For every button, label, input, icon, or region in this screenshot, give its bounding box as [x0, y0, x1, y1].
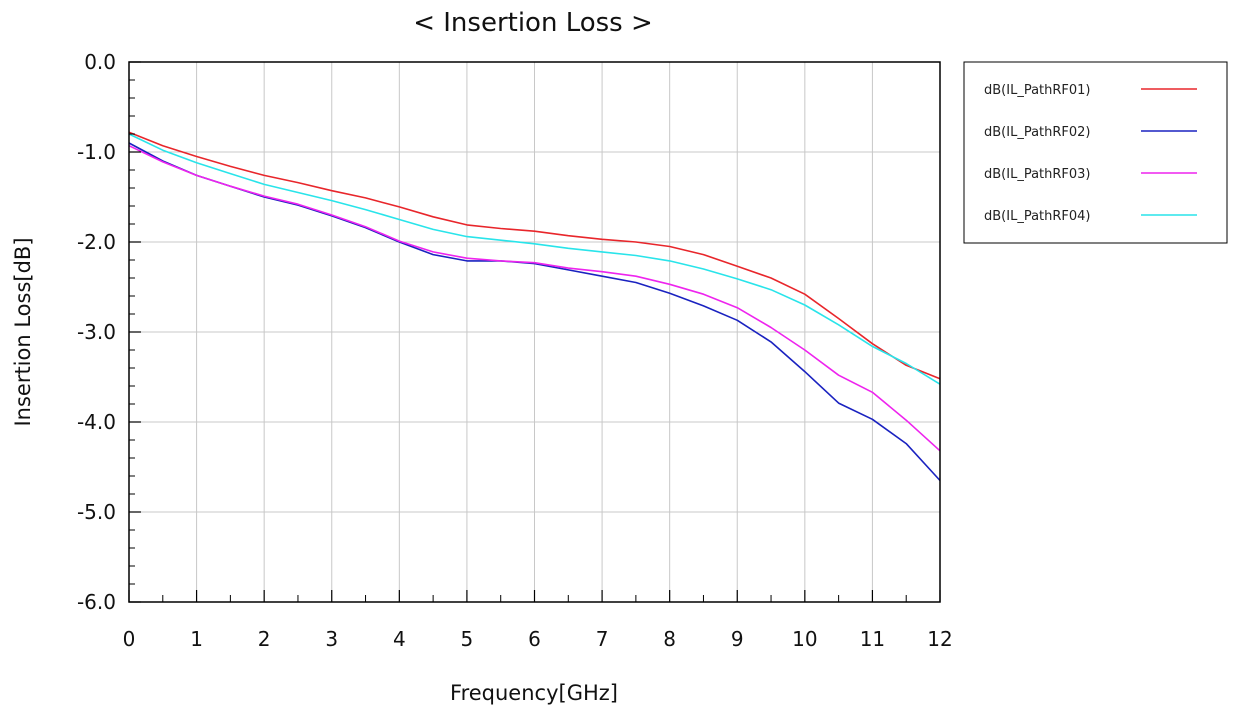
x-axis-label: Frequency[GHz]	[450, 681, 618, 705]
y-tick-label: -2.0	[77, 230, 116, 254]
y-tick-label: -5.0	[77, 500, 116, 524]
legend-box	[963, 61, 1228, 244]
y-tick-label: -4.0	[77, 410, 116, 434]
x-tick-label: 12	[927, 627, 952, 651]
x-tick-label: 10	[792, 627, 817, 651]
legend-label: dB(IL_PathRF01)	[984, 83, 1091, 98]
series-line-3	[128, 144, 941, 452]
y-tick-label: 0.0	[84, 50, 116, 74]
x-tick-label: 3	[325, 627, 338, 651]
legend: dB(IL_PathRF01) dB(IL_PathRF02) dB(IL_Path…	[963, 61, 1228, 244]
plot-lines	[128, 131, 941, 482]
legend-label: dB(IL_PathRF04)	[984, 209, 1091, 224]
series-line-4	[128, 133, 941, 385]
y-tick-label: -6.0	[77, 590, 116, 614]
x-tick-label: 6	[528, 627, 541, 651]
y-axis-label: Insertion Loss[dB]	[11, 237, 35, 426]
x-tick-label: 4	[393, 627, 406, 651]
x-tick-label: 0	[123, 627, 136, 651]
legend-label: dB(IL_PathRF02)	[984, 125, 1091, 140]
x-tick-label: 2	[258, 627, 271, 651]
y-tick-label: -3.0	[77, 320, 116, 344]
x-tick-label: 9	[731, 627, 744, 651]
x-axis-ticks: 0 1 2 3 4 5 6 7 8 9 10 11 12	[123, 590, 953, 651]
x-tick-label: 7	[596, 627, 609, 651]
y-axis-ticks: 0.0 -1.0 -2.0 -3.0 -4.0 -5.0 -6.0	[77, 50, 141, 614]
grid	[129, 62, 940, 602]
x-tick-label: 11	[860, 627, 885, 651]
x-tick-label: 1	[190, 627, 203, 651]
series-line-2	[128, 142, 941, 482]
y-tick-label: -1.0	[77, 140, 116, 164]
chart-title: < Insertion Loss >	[413, 8, 653, 38]
x-tick-label: 5	[461, 627, 474, 651]
legend-label: dB(IL_PathRF03)	[984, 167, 1091, 182]
x-tick-label: 8	[663, 627, 676, 651]
series-line-1	[128, 131, 941, 380]
